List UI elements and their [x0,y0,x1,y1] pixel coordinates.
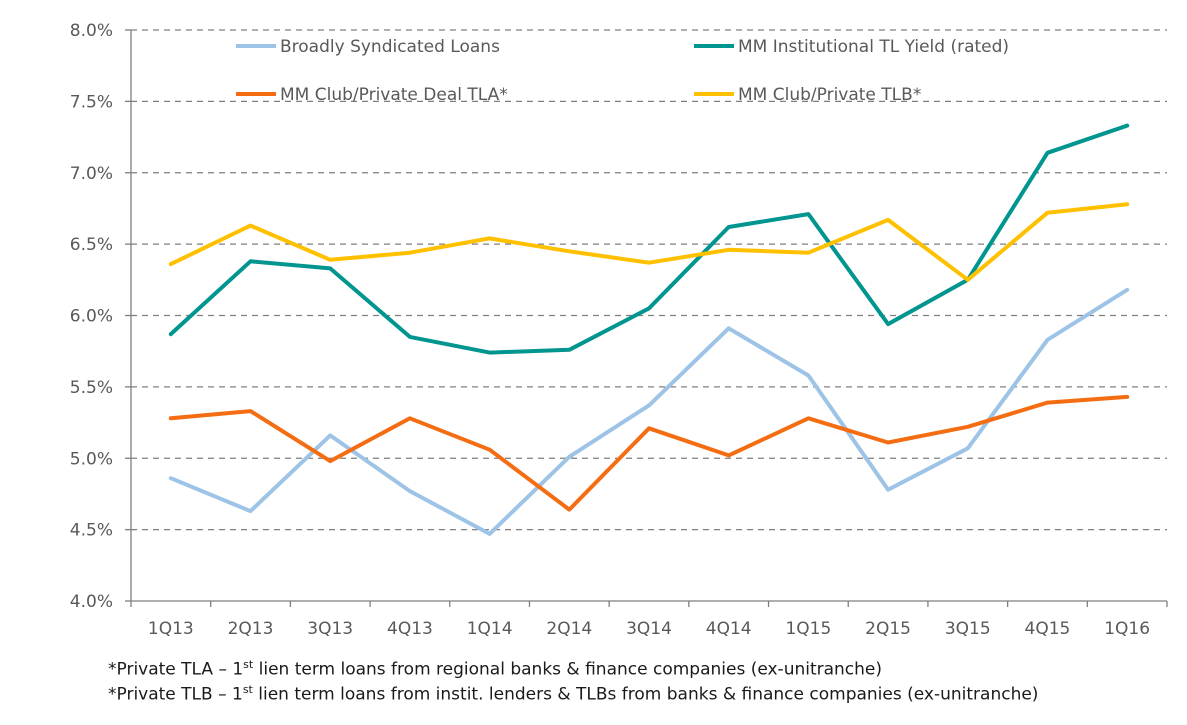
x-tick-label-4Q14: 4Q14 [706,619,752,639]
y-tick-label-6: 7.0% [70,164,113,184]
x-tick-label-4Q13: 4Q13 [387,619,433,639]
x-tick-label-3Q15: 3Q15 [945,619,991,639]
footnote-tla-sup: st [243,658,254,671]
y-tick-label-1: 4.5% [70,521,113,541]
x-tick-label-1Q13: 1Q13 [148,619,194,639]
footnote-tlb-sup: st [242,683,253,696]
series-line-0 [168,287,1130,536]
series-line-3 [168,202,1130,282]
y-tick-label-3: 5.5% [70,378,113,398]
series-line-2 [168,394,1130,512]
series-line-1 [168,123,1130,355]
y-tick-label-2: 5.0% [70,449,113,469]
x-tick-label-2Q14: 2Q14 [546,619,592,639]
x-tick-label-1Q16: 1Q16 [1104,619,1150,639]
x-tick-label-3Q14: 3Q14 [626,619,672,639]
legend-label-1: MM Institutional TL Yield (rated) [738,37,1009,57]
footnote-private-tlb: *Private TLB – 1st lien term loans from … [108,683,1038,705]
legend-label-3: MM Club/Private TLB* [738,85,921,105]
footnote-tla-suffix: lien term loans from regional banks & fi… [253,659,883,680]
legend-label-0: Broadly Syndicated Loans [280,37,500,57]
x-tick-label-1Q15: 1Q15 [785,619,831,639]
x-tick-label-3Q13: 3Q13 [307,619,353,639]
footnote-private-tla: *Private TLA – 1st lien term loans from … [108,658,882,680]
line-chart: 4.0% 4.5% 5.0% 5.5% 6.0% 6.5% 7.0% 7.5% 8.0% 1Q13… [70,21,1168,639]
y-tick-label-0: 4.0% [70,592,113,612]
y-tick-label-7: 7.5% [70,92,113,112]
footnote-tlb-prefix: *Private TLB – 1 [108,684,243,705]
x-tick-label-1Q14: 1Q14 [467,619,513,639]
footnote-tlb-suffix: lien term loans from instit. lenders & T… [252,684,1039,705]
legend-label-2: MM Club/Private Deal TLA* [280,85,508,105]
x-tick-label-2Q15: 2Q15 [865,619,911,639]
x-tick-label-2Q13: 2Q13 [228,619,274,639]
y-tick-label-4: 6.0% [70,307,113,327]
x-tick-label-4Q15: 4Q15 [1025,619,1071,639]
y-tick-label-8: 8.0% [70,21,113,41]
footnote-tla-prefix: *Private TLA – 1 [108,659,244,680]
y-tick-label-5: 6.5% [70,235,113,255]
